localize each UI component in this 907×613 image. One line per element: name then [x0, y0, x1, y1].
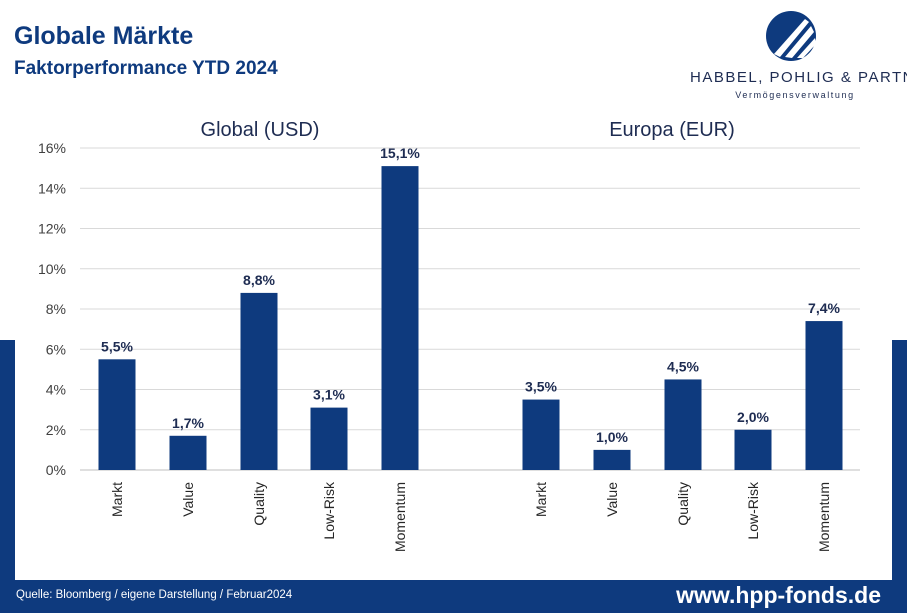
y-tick-label: 10% [38, 261, 66, 277]
data-label: 15,1% [380, 145, 420, 161]
x-tick-label: Momentum [392, 482, 408, 552]
logo-company-name: HABBEL, POHLIG & PARTNER [690, 69, 907, 86]
y-tick-label: 2% [46, 422, 66, 438]
page-title: Globale Märkte [14, 22, 194, 50]
y-tick-label: 6% [46, 341, 66, 357]
bar-momentum [805, 321, 843, 470]
data-label: 5,5% [101, 338, 133, 354]
logo-emblem-icon [766, 11, 816, 61]
x-tick-label: Value [604, 482, 620, 517]
x-tick-label: Momentum [816, 482, 832, 552]
data-label: 3,5% [525, 379, 557, 395]
panel-title: Global (USD) [201, 119, 320, 141]
bar-momentum [381, 166, 419, 471]
data-label: 2,0% [737, 409, 769, 425]
footer-bar: Quelle: Bloomberg / eigene Darstellung /… [0, 580, 907, 613]
bar-value [593, 449, 631, 470]
y-tick-label: 16% [38, 140, 66, 156]
y-tick-label: 0% [46, 462, 66, 478]
panel-title: Europa (EUR) [609, 119, 735, 141]
bar-low-risk [734, 429, 772, 470]
data-label: 7,4% [808, 300, 840, 316]
factor-performance-chart: 0% 2% 4% 6% 8% 10% 12% 14% 16% Global (USD) 5,5% Ma… [38, 119, 860, 552]
data-label: 3,1% [313, 387, 345, 403]
logo-tagline: Vermögensverwaltung [735, 90, 855, 100]
y-tick-label: 14% [38, 180, 66, 196]
website-url[interactable]: www.hpp-fonds.de [676, 582, 881, 608]
bar-quality [240, 292, 278, 470]
x-tick-label: Markt [533, 482, 549, 517]
bar-quality [664, 379, 702, 470]
data-label: 8,8% [243, 272, 275, 288]
bar-markt [98, 359, 136, 470]
company-logo: HABBEL, POHLIG & PARTNER Vermögensverwal… [690, 8, 907, 103]
bar-value [169, 435, 207, 470]
side-band-left [0, 340, 15, 580]
side-band-right [892, 340, 907, 580]
x-tick-label: Low-Risk [745, 481, 761, 540]
data-label: 1,7% [172, 415, 204, 431]
x-tick-label: Quality [675, 482, 691, 526]
x-tick-label: Low-Risk [321, 481, 337, 540]
x-tick-label: Quality [251, 482, 267, 526]
x-tick-label: Value [180, 482, 196, 517]
source-note: Quelle: Bloomberg / eigene Darstellung /… [16, 589, 293, 601]
page-subtitle: Faktorperformance YTD 2024 [14, 58, 278, 79]
bar-markt [522, 399, 560, 470]
y-tick-label: 4% [46, 382, 66, 398]
x-tick-label: Markt [109, 482, 125, 517]
data-label: 4,5% [667, 358, 699, 374]
y-tick-label: 8% [46, 301, 66, 317]
bar-low-risk [310, 407, 348, 470]
y-tick-label: 12% [38, 221, 66, 237]
data-label: 1,0% [596, 429, 628, 445]
